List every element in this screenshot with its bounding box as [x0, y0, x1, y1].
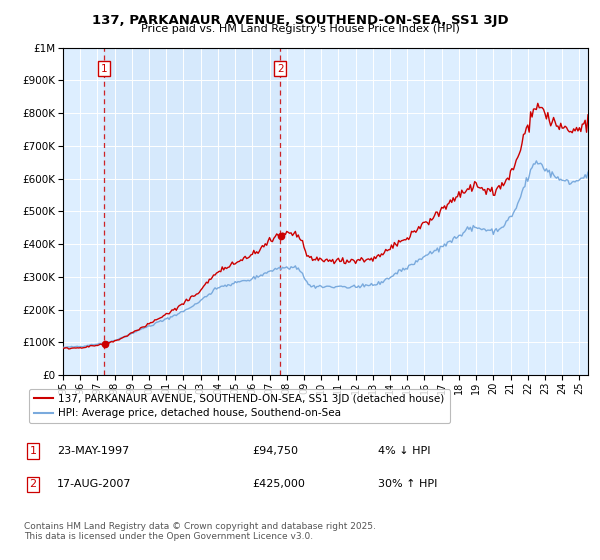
Text: Price paid vs. HM Land Registry's House Price Index (HPI): Price paid vs. HM Land Registry's House … — [140, 24, 460, 34]
Text: 17-AUG-2007: 17-AUG-2007 — [57, 479, 131, 489]
Text: 23-MAY-1997: 23-MAY-1997 — [57, 446, 129, 456]
Text: 2: 2 — [29, 479, 37, 489]
Text: 1: 1 — [101, 64, 107, 74]
Text: £94,750: £94,750 — [252, 446, 298, 456]
Text: Contains HM Land Registry data © Crown copyright and database right 2025.
This d: Contains HM Land Registry data © Crown c… — [24, 522, 376, 542]
Text: £425,000: £425,000 — [252, 479, 305, 489]
Text: 1: 1 — [29, 446, 37, 456]
Text: 137, PARKANAUR AVENUE, SOUTHEND-ON-SEA, SS1 3JD: 137, PARKANAUR AVENUE, SOUTHEND-ON-SEA, … — [92, 14, 508, 27]
Text: 2: 2 — [277, 64, 284, 74]
Legend: 137, PARKANAUR AVENUE, SOUTHEND-ON-SEA, SS1 3JD (detached house), HPI: Average p: 137, PARKANAUR AVENUE, SOUTHEND-ON-SEA, … — [29, 389, 450, 423]
Bar — [104, 48, 280, 375]
Text: 4% ↓ HPI: 4% ↓ HPI — [378, 446, 431, 456]
Text: 30% ↑ HPI: 30% ↑ HPI — [378, 479, 437, 489]
